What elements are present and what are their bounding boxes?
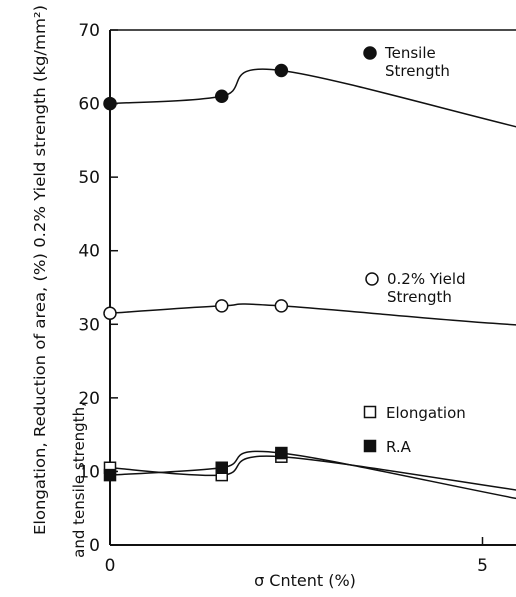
- series-line-0: [109, 68, 516, 128]
- y-tick-label: 20: [78, 389, 100, 409]
- legend-label: Tensile: [384, 44, 436, 62]
- legend-marker: [363, 439, 377, 453]
- data-point-filled-circle: [103, 96, 117, 111]
- data-point-open-circle: [274, 299, 289, 313]
- legend-label: Strength: [387, 288, 452, 306]
- legend-marker: [365, 272, 379, 286]
- data-point-open-circle: [103, 306, 117, 320]
- y-tick-label: 70: [78, 21, 100, 41]
- legend-label: 0.2% Yield: [387, 270, 466, 288]
- data-point-filled-square: [215, 461, 228, 474]
- legend-label: Elongation: [386, 404, 466, 422]
- y-tick-label: 60: [78, 95, 100, 115]
- data-point-filled-circle: [274, 63, 289, 78]
- legend-marker: [363, 405, 377, 419]
- data-point-filled-circle: [215, 89, 229, 103]
- data-point-filled-square: [275, 446, 288, 460]
- data-point-filled-square: [103, 468, 117, 482]
- y-tick-label: 0: [89, 536, 100, 556]
- plot-frame: [109, 29, 516, 546]
- data-point-open-circle: [215, 299, 229, 313]
- legend-label: Strength: [385, 62, 450, 80]
- y-tick-label: 30: [78, 315, 100, 335]
- legend-label: R.A: [386, 438, 412, 456]
- series-line-1: [109, 303, 516, 326]
- y-tick-label: 50: [78, 168, 100, 188]
- x-axis-label: σ Cntent (%): [254, 571, 356, 590]
- series-line-3: [109, 450, 516, 500]
- y-axis-label-line-1: Elongation, Reduction of area, (%) 0.2% …: [31, 5, 49, 535]
- series-line-2: [109, 455, 516, 491]
- y-axis-label-line-2: and tensile strength,: [70, 402, 88, 558]
- x-tick-label: 5: [477, 556, 488, 576]
- x-tick-label: 0: [105, 556, 116, 576]
- series-curves: [109, 68, 516, 500]
- y-tick-label: 40: [78, 242, 100, 262]
- legend-marker: [363, 46, 377, 60]
- axis-ticks: 0102030405060700510: [78, 21, 488, 576]
- y-tick-label: 10: [78, 462, 100, 482]
- series-markers: [103, 63, 289, 482]
